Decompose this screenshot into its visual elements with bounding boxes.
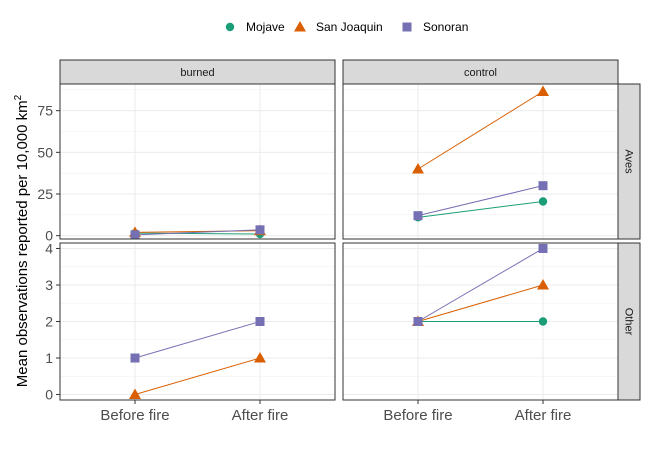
strip-aves-label: Aves (623, 149, 635, 174)
y-tick-labels: 0 25 50 75 0 1 2 3 4 (37, 103, 544, 404)
panels (59, 83, 619, 401)
y-tick-label: 4 (45, 240, 53, 256)
data-point-mojave (538, 197, 548, 206)
data-point-sonoran (538, 181, 548, 191)
series-group-control-other (412, 243, 549, 326)
x-tick-label-before-right: Before fire (383, 407, 452, 424)
data-point-mojave (538, 317, 548, 326)
y-tick-label: 50 (37, 144, 53, 160)
series-line-mojave (417, 201, 544, 218)
strip-control-label: control (464, 67, 497, 79)
data-point-sonoran (255, 225, 265, 235)
series-line-sonoran (134, 321, 261, 359)
series-line-sonoran (417, 248, 544, 322)
series-line-sonoran (417, 185, 544, 217)
data-point-sonoran (255, 317, 265, 326)
series-line-san-joaquin (134, 357, 261, 396)
data-point-san-joaquin (537, 85, 549, 96)
x-tick-label-after-right: After fire (515, 407, 572, 424)
series-line-sonoran (134, 229, 261, 236)
data-point-sonoran (413, 211, 423, 221)
y-tick-label: 1 (45, 350, 53, 366)
x-tick-label-before-left: Before fire (100, 407, 169, 424)
legend-key-mojave (225, 22, 235, 32)
y-tick-label: 2 (45, 314, 53, 330)
y-axis-title-superscript: 2 (13, 94, 24, 100)
panel-border (342, 83, 619, 240)
series-line-mojave (134, 232, 261, 235)
data-point-sonoran (130, 230, 140, 240)
y-axis-title-main: Mean observations reported per 10,000 km (14, 100, 31, 387)
panel-border (342, 242, 619, 401)
data-point-san-joaquin (254, 352, 266, 363)
panel-background (343, 84, 618, 239)
series-group-burned-other (129, 317, 266, 400)
series-group-burned-aves (129, 224, 266, 240)
y-tick-label: 75 (37, 103, 53, 119)
series-line-san-joaquin (417, 91, 544, 170)
strip-other-label: Other (623, 308, 635, 336)
strip-control-bg (342, 59, 619, 85)
panel-burned-other (60, 243, 335, 400)
legend-label-sonoran: Sonoran (423, 20, 468, 34)
strip-burned-bg (59, 59, 336, 85)
data-point-sonoran (130, 353, 140, 363)
data-point-san-joaquin (537, 278, 549, 290)
y-tick-label: 0 (45, 387, 53, 403)
series-line-san-joaquin (417, 284, 544, 322)
legend-label-mojave: Mojave (246, 20, 285, 34)
data-point-sonoran (538, 243, 548, 253)
x-tick-label-after-left: After fire (232, 407, 289, 424)
y-tick-label: 25 (37, 186, 53, 202)
data-point-san-joaquin (412, 163, 424, 174)
data-point-san-joaquin (129, 388, 141, 400)
panel-control-aves (343, 84, 618, 239)
data-point-sonoran (413, 317, 423, 326)
legend-key-sonoran (402, 22, 412, 32)
y-tick-label: 3 (45, 277, 53, 293)
strip-burned-label: burned (180, 67, 214, 79)
legend-label-san-joaquin: San Joaquin (316, 20, 383, 34)
legend-key-san-joaquin (294, 21, 306, 32)
panel-background (60, 84, 335, 239)
series-group-control-aves (412, 85, 549, 222)
legend: Mojave San Joaquin Sonoran (225, 20, 468, 34)
y-tick-label: 0 (45, 228, 53, 244)
panel-border (59, 83, 336, 240)
y-axis-title: Mean observations reported per 10,000 km… (13, 94, 31, 387)
panel-burned-aves (60, 84, 335, 239)
